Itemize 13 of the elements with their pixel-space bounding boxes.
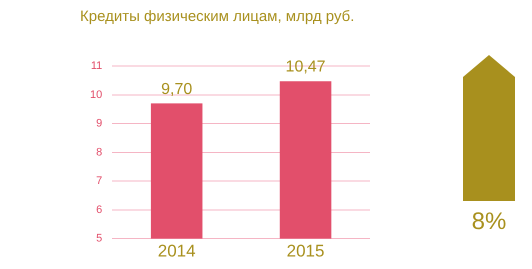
- y-tick-label: 11: [90, 60, 102, 72]
- x-tick-label: 2015: [286, 241, 324, 260]
- y-tick-label: 5: [96, 232, 102, 245]
- x-tick-label: 2014: [158, 241, 196, 260]
- y-tick-label: 9: [96, 118, 102, 130]
- data-label: 10,47: [286, 58, 326, 76]
- chart-title: Кредиты физическим лицам, млрд руб.: [80, 8, 354, 26]
- y-tick-label: 10: [90, 88, 102, 101]
- y-tick-label: 6: [96, 204, 102, 216]
- data-label: 9,70: [161, 80, 192, 98]
- y-tick-label: 7: [96, 175, 102, 188]
- text: 8%: [470, 208, 508, 236]
- y-tick-label: 8: [96, 146, 102, 158]
